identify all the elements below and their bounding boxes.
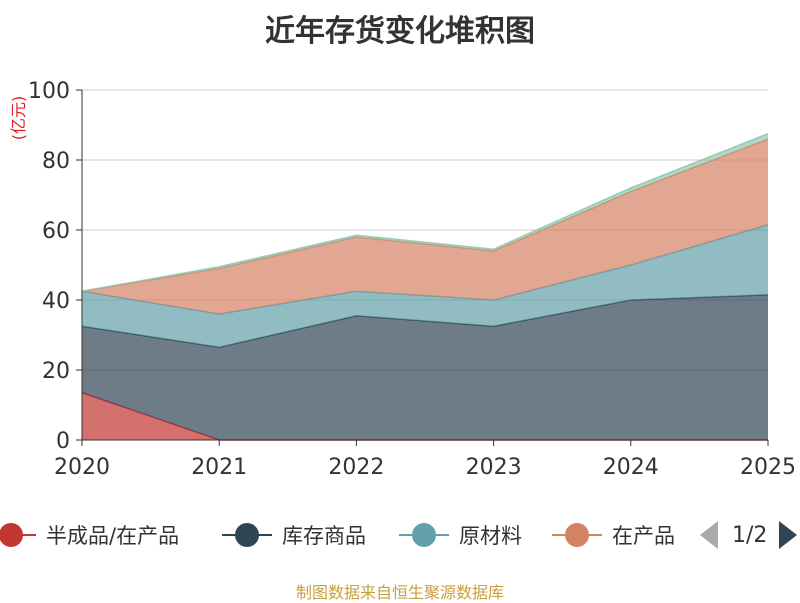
x-tick-label: 2022: [328, 455, 384, 480]
legend-marker-icon: [399, 513, 449, 557]
legend-label: 半成品/在产品: [46, 524, 180, 548]
y-tick-label: 20: [42, 359, 70, 384]
legend-pager: 1/2: [700, 517, 798, 553]
legend-item[interactable]: 半成品/在产品: [0, 513, 179, 557]
y-tick-label: 80: [42, 149, 70, 174]
legend-item[interactable]: 在产品: [552, 513, 675, 557]
legend-label: 库存商品: [282, 524, 366, 548]
legend-marker-icon: [0, 513, 36, 557]
legend-marker-icon: [552, 513, 602, 557]
legend-next-page-icon[interactable]: [779, 521, 798, 549]
x-tick-label: 2025: [740, 455, 796, 480]
area-series-2[interactable]: [82, 294, 768, 440]
x-tick-label: 2023: [466, 455, 522, 480]
y-tick-label: 40: [42, 289, 70, 314]
series-line-5: [81, 133, 769, 292]
legend-label: 在产品: [612, 524, 675, 548]
source-note: 制图数据来自恒生聚源数据库: [295, 583, 504, 602]
legend-label: 原材料: [459, 524, 522, 548]
chart-title: 近年存货变化堆积图: [265, 14, 535, 49]
legend-marker-icon: [222, 513, 272, 557]
y-tick-label: 0: [56, 429, 70, 454]
tick-labels: 0 20 40 60 80 100 2020 2021 2022 2023 2024 2025 (亿元): [9, 79, 796, 480]
area-series-4[interactable]: [82, 139, 768, 314]
y-tick-label: 60: [42, 219, 70, 244]
area-series: [81, 133, 769, 441]
axes: [76, 89, 769, 446]
y-axis-unit-label: (亿元): [9, 96, 28, 141]
legend-item[interactable]: 库存商品: [222, 513, 366, 557]
x-tick-label: 2024: [603, 455, 659, 480]
x-tick-label: 2021: [191, 455, 247, 480]
legend-page-indicator: 1/2: [732, 522, 768, 548]
x-tick-label: 2020: [54, 455, 110, 480]
y-tick-label: 100: [28, 79, 70, 104]
area-series-1[interactable]: [82, 392, 768, 440]
legend-item[interactable]: 原材料: [399, 513, 522, 557]
legend: 半成品/在产品 库存商品 原材料 在产品: [0, 513, 800, 557]
legend-prev-page-icon[interactable]: [700, 521, 718, 549]
area-series-3[interactable]: [82, 224, 768, 348]
